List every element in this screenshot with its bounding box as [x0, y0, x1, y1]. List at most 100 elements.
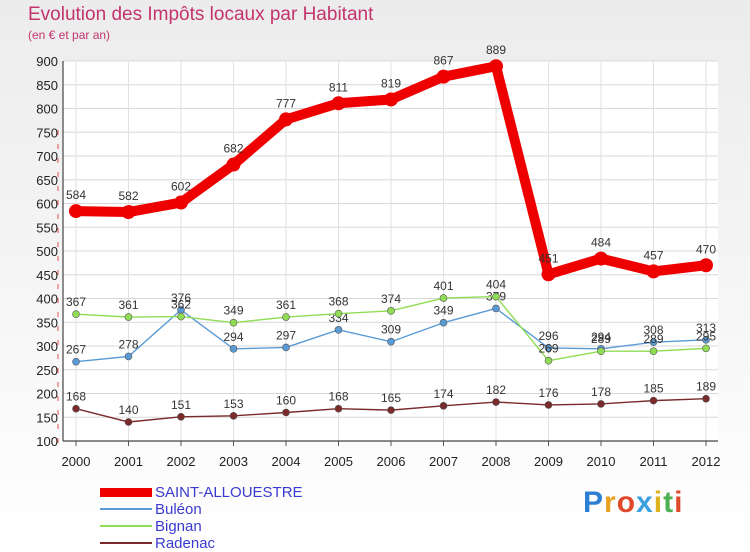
x-tick-label: 2012 [692, 454, 721, 469]
data-label: 682 [223, 142, 243, 156]
data-label: 182 [486, 383, 506, 397]
data-point [702, 336, 710, 344]
data-point [699, 258, 713, 273]
data-label: 584 [66, 188, 86, 202]
y-tick-label: 600 [36, 197, 58, 212]
brand-letter: o [616, 486, 637, 519]
brand-letter: P [583, 486, 605, 519]
y-tick-label: 400 [36, 292, 58, 307]
data-label: 404 [486, 278, 506, 292]
y-tick-label: 850 [36, 78, 58, 93]
data-point [69, 204, 83, 219]
data-point [492, 304, 500, 313]
brand-letter: i [653, 486, 664, 519]
x-tick-label: 2006 [377, 454, 406, 469]
y-tick-label: 150 [36, 410, 58, 425]
data-point [124, 313, 133, 321]
data-point [439, 402, 448, 410]
data-point [229, 345, 238, 353]
legend-label: Buléon [155, 501, 202, 518]
brand-letter: x [636, 486, 654, 519]
data-point [489, 59, 503, 74]
data-label: 165 [381, 391, 401, 405]
data-label: 269 [538, 342, 558, 356]
data-label: 168 [66, 390, 86, 404]
data-point [334, 404, 343, 413]
data-point [72, 357, 80, 366]
x-tick-label: 2002 [167, 454, 196, 469]
data-label: 295 [696, 329, 716, 343]
data-point [439, 318, 448, 327]
data-point [387, 406, 395, 414]
y-tick-label: 200 [36, 387, 58, 402]
data-label: 451 [538, 251, 558, 265]
data-label: 867 [433, 54, 453, 68]
y-tick-label: 350 [36, 315, 58, 330]
data-point [72, 310, 80, 318]
legend-label: Radenac [155, 535, 216, 552]
data-point [229, 318, 238, 327]
data-label: 289 [643, 332, 663, 346]
data-point [282, 408, 290, 417]
data-label: 289 [591, 332, 611, 346]
data-point [177, 412, 185, 421]
data-point [121, 205, 136, 220]
chart-title: Evolution des Impôts locaux par Habitant [28, 4, 374, 25]
data-point [439, 294, 448, 302]
legend-label: Bignan [155, 518, 202, 535]
data-label: 457 [643, 248, 663, 262]
data-point [279, 112, 293, 127]
data-point [387, 337, 395, 346]
data-label: 349 [223, 304, 243, 318]
data-point [702, 344, 710, 353]
proxiti-logo: Proxiti [583, 486, 683, 520]
data-point [544, 401, 553, 409]
data-label: 297 [276, 328, 296, 342]
y-tick-label: 250 [36, 363, 58, 378]
data-label: 401 [433, 279, 453, 293]
data-point [492, 292, 500, 301]
data-point [331, 96, 346, 111]
data-point [544, 344, 553, 352]
data-label: 777 [276, 96, 296, 110]
data-point [124, 418, 133, 426]
data-label: 582 [118, 189, 138, 203]
data-label: 189 [696, 380, 716, 394]
y-tick-label: 900 [36, 54, 58, 69]
legend-swatch [100, 508, 152, 510]
data-label: 362 [171, 298, 191, 312]
x-tick-label: 2003 [219, 454, 248, 469]
data-label: 484 [591, 236, 611, 250]
y-tick-label: 450 [36, 268, 58, 283]
data-label: 185 [643, 382, 663, 396]
data-label: 140 [118, 403, 138, 417]
data-label: 367 [66, 295, 86, 309]
data-point [387, 307, 395, 315]
data-label: 368 [328, 295, 348, 309]
data-label: 278 [118, 337, 138, 351]
data-label: 361 [276, 298, 296, 312]
data-point [436, 69, 451, 84]
y-tick-label: 100 [36, 434, 58, 449]
brand-letter: i [674, 486, 684, 519]
legend-label: SAINT-ALLOUESTRE [155, 484, 303, 501]
x-tick-label: 2010 [587, 454, 616, 469]
y-tick-label: 550 [36, 220, 58, 235]
x-tick-label: 2008 [482, 454, 511, 469]
data-label: 470 [696, 242, 716, 256]
data-point [334, 326, 343, 334]
brand-letter: t [663, 486, 675, 519]
y-tick-label: 800 [36, 102, 58, 117]
data-label: 374 [381, 292, 401, 306]
data-point [597, 400, 605, 408]
data-point [646, 264, 661, 279]
data-point [282, 343, 290, 352]
data-label: 309 [381, 323, 401, 337]
data-label: 168 [328, 390, 348, 404]
data-label: 889 [486, 43, 506, 57]
x-tick-label: 2011 [640, 454, 668, 469]
data-label: 349 [433, 304, 453, 318]
data-point [226, 157, 241, 172]
data-point [594, 251, 608, 266]
